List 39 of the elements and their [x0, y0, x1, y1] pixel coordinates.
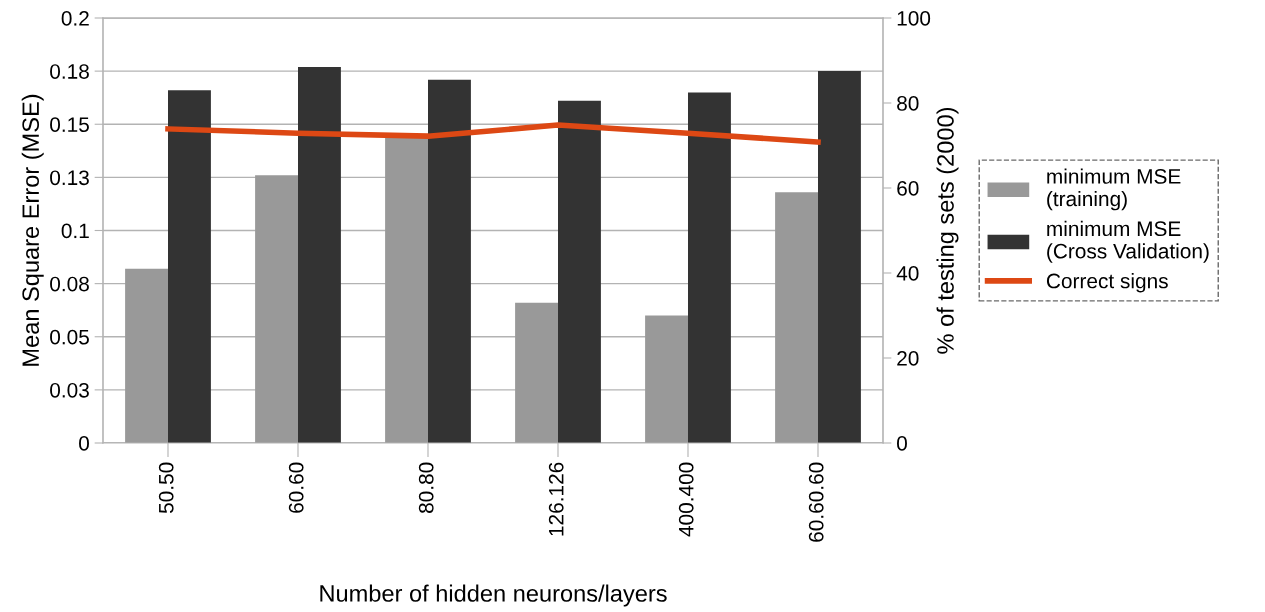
bar: [298, 66, 341, 443]
x-tick-label: 80.80: [418, 462, 434, 513]
y2-tick-label: 20: [897, 351, 919, 366]
x-tick-label: 400.400: [678, 462, 694, 537]
y-tick-label: 0: [79, 436, 89, 451]
y-axis-title: Mean Square Error (MSE): [21, 94, 44, 366]
bar: [125, 268, 168, 443]
legend-label: Correct signs: [1046, 273, 1168, 293]
y-tick-label: 0.08: [50, 276, 89, 292]
y-tick-label: 0.13: [50, 170, 89, 186]
y2-tick-label: 40: [896, 266, 919, 281]
y-tick-label: 0.15: [50, 117, 89, 132]
bar: [558, 100, 601, 443]
bar: [385, 137, 428, 443]
y-tick-label: 0.1: [61, 223, 89, 239]
x-tick-label: 60.60: [288, 462, 304, 513]
legend-label: minimum MSE (Cross Validation): [1047, 220, 1209, 263]
bar: [428, 79, 471, 443]
bar: [775, 192, 818, 443]
x-tick-label: 126.126: [548, 462, 564, 536]
y-tick-label: 0.18: [50, 64, 89, 79]
y2-axis-title: % of testing sets (2000): [936, 107, 959, 354]
bar: [688, 92, 731, 443]
y-tick-label: 0.2: [61, 11, 89, 26]
y-tick-label: 0.03: [50, 382, 89, 398]
x-axis-title: Number of hidden neurons/layers: [320, 584, 667, 607]
bar: [255, 175, 298, 443]
legend-label: minimum MSE (training): [1047, 168, 1181, 211]
bar: [515, 302, 558, 443]
y-tick-label: 0.05: [50, 329, 89, 345]
bar: [818, 71, 861, 443]
x-tick-label: 50.50: [158, 462, 174, 514]
bar: [645, 315, 688, 443]
bar: [168, 90, 211, 443]
y2-tick-label: 100: [897, 11, 931, 26]
y2-tick-label: 80: [897, 96, 919, 111]
x-tick-label: 60.60.60: [808, 462, 824, 542]
y2-tick-label: 60: [897, 181, 919, 196]
y2-tick-label: 0: [897, 436, 907, 451]
